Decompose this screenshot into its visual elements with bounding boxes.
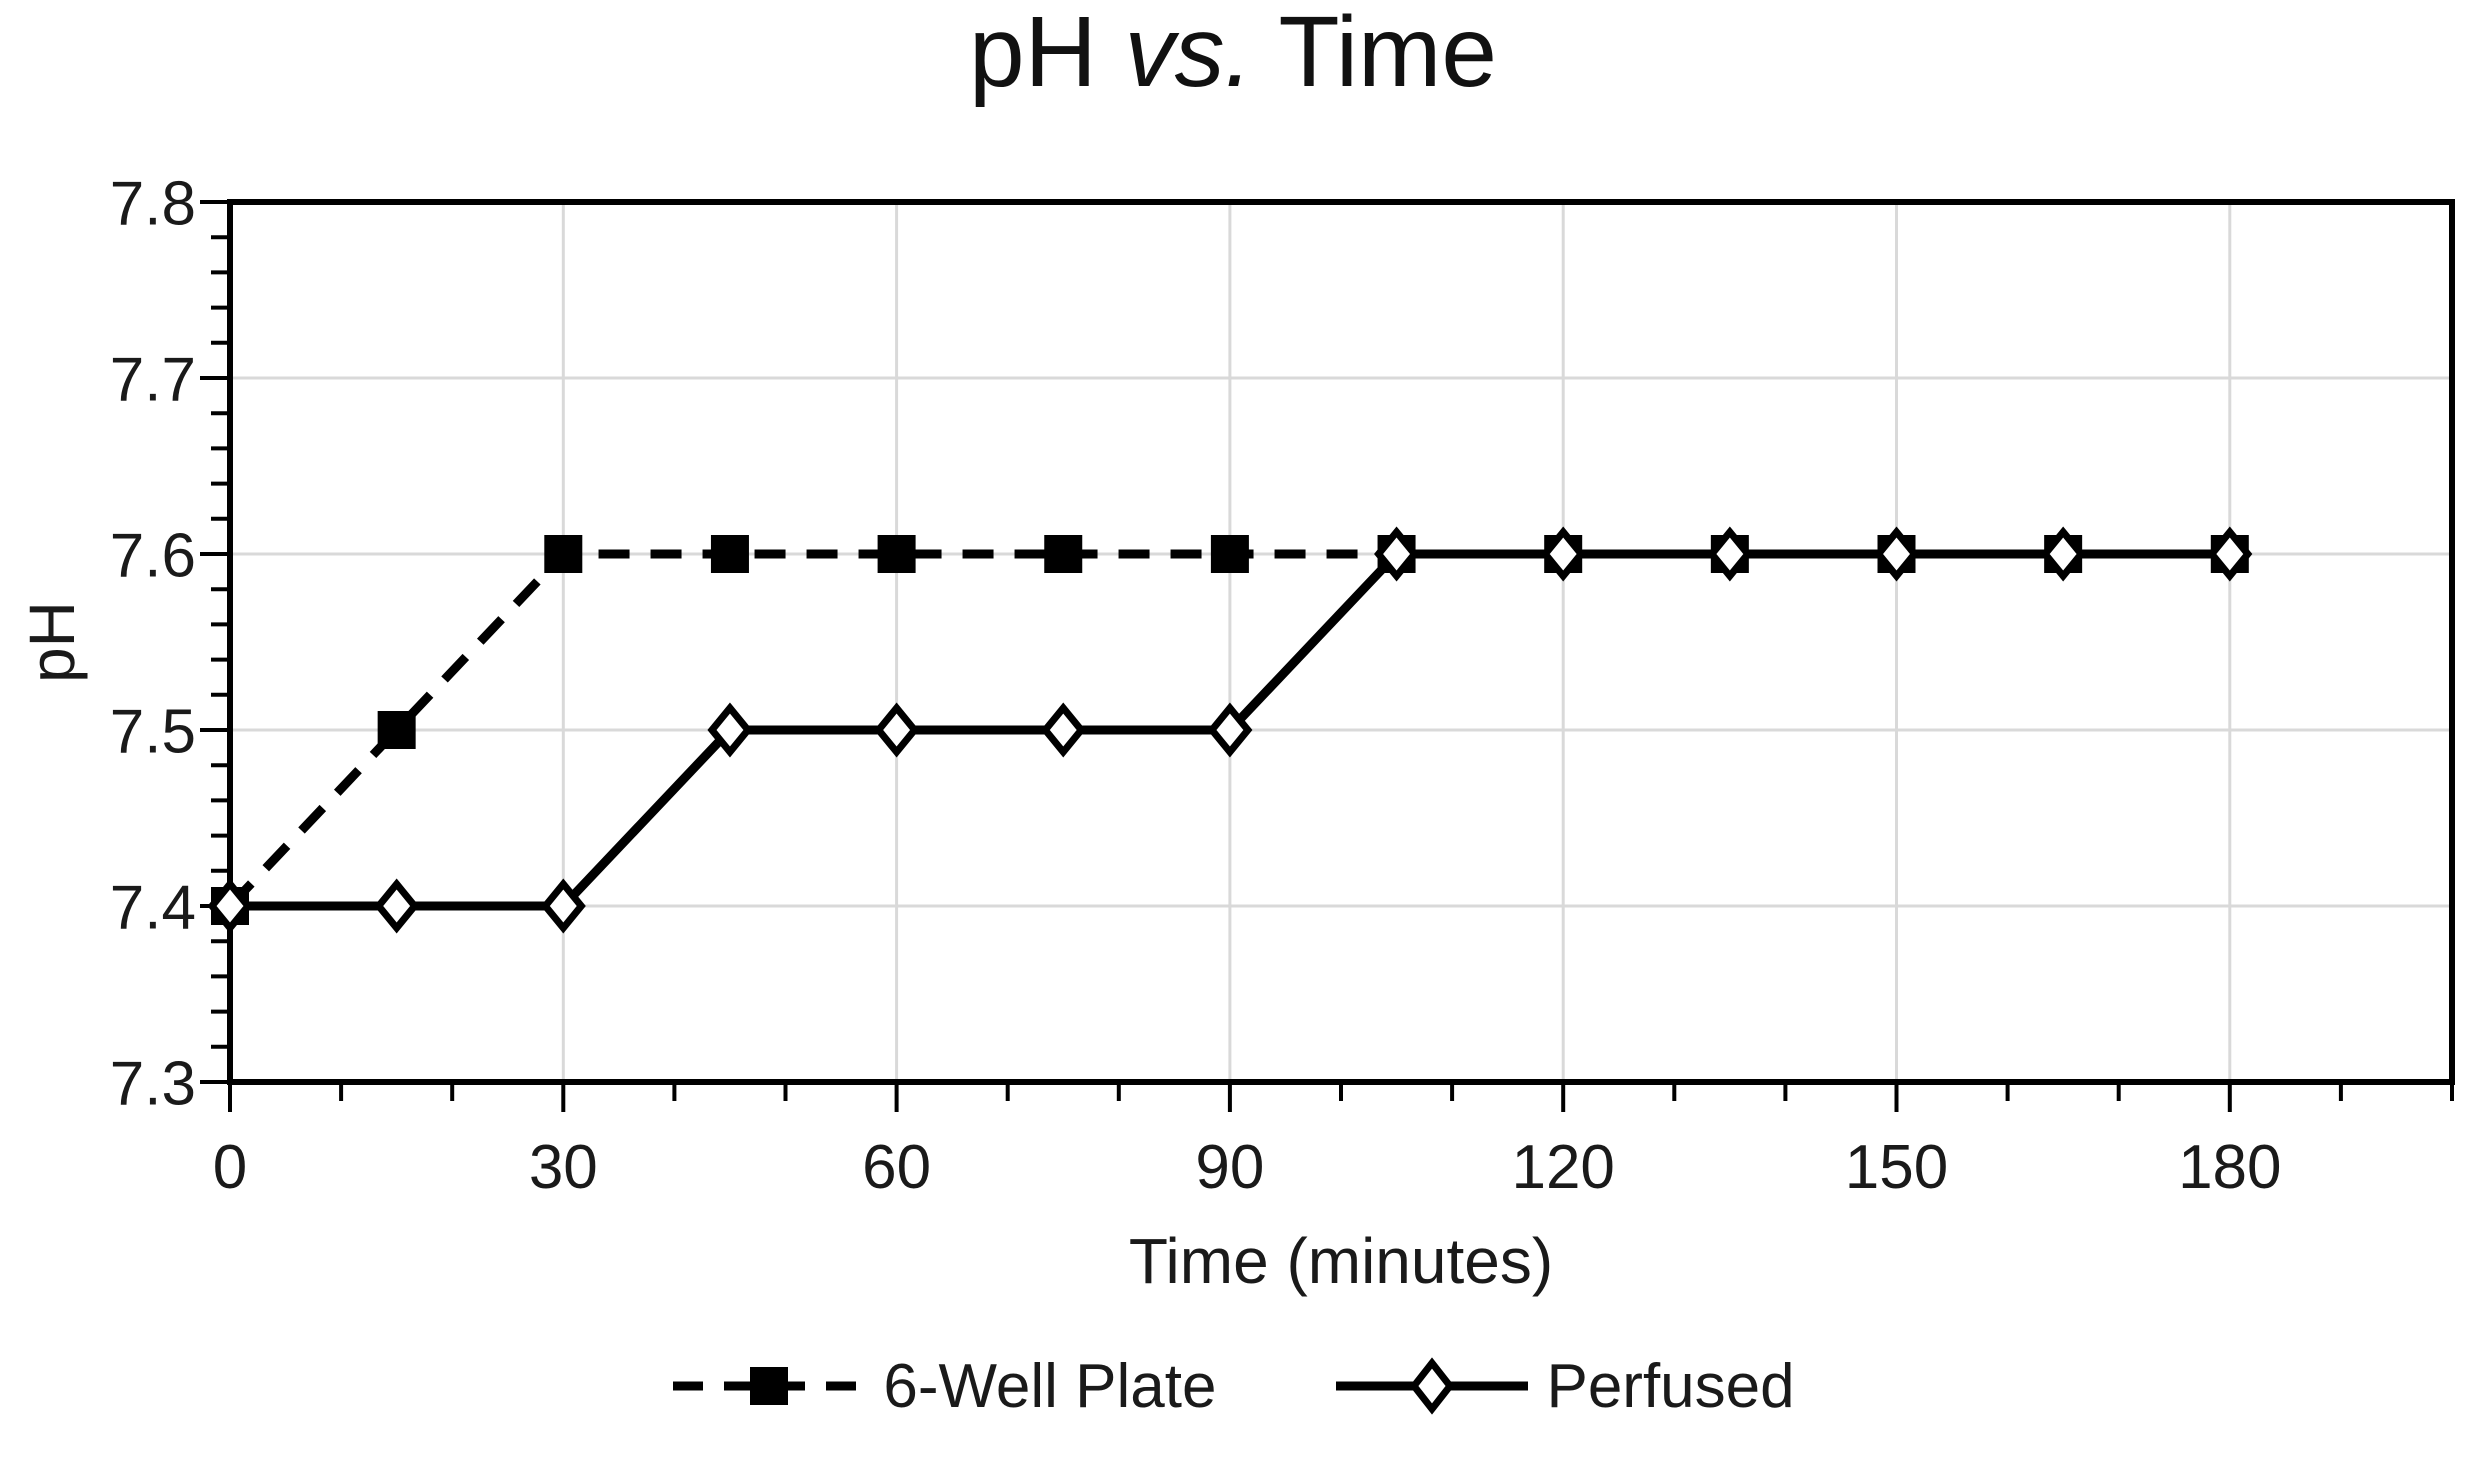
legend-item-perfused: Perfused	[1334, 1350, 1795, 1422]
chart-title: pH vs. Time	[0, 0, 2466, 105]
y-tick-label: 7.8	[110, 169, 196, 238]
x-axis-title: Time (minutes)	[1128, 1225, 1554, 1297]
y-tick-label: 7.6	[110, 521, 196, 590]
x-tick-label: 90	[1195, 1133, 1264, 1202]
x-tick-label: 180	[2178, 1133, 2281, 1202]
dashed-line-filled-square-sample-icon	[673, 1367, 866, 1405]
chart-title-suffix: Time	[1252, 0, 1497, 108]
tick-labels: 7.3 7.4 7.5 7.6 7.7 7.8 0 30 60 90 120 150 180	[110, 169, 2282, 1202]
x-tick-label: 0	[213, 1133, 247, 1202]
y-tick-label: 7.7	[110, 345, 196, 414]
y-tick-label: 7.4	[110, 873, 196, 942]
y-tick-label: 7.5	[110, 697, 196, 766]
y-tick-label: 7.3	[110, 1049, 196, 1118]
x-tick-label: 120	[1511, 1133, 1614, 1202]
x-tick-label: 30	[529, 1133, 598, 1202]
series-perfused	[207, 526, 2253, 934]
axis-frame	[227, 199, 2455, 1085]
legend: 6-Well Plate Perfused	[0, 1350, 2466, 1422]
x-tick-label: 60	[862, 1133, 931, 1202]
chart-title-prefix: pH	[969, 0, 1125, 108]
gridlines	[230, 202, 2452, 1082]
chart-title-italic: vs.	[1124, 0, 1253, 108]
legend-item-6-well-plate: 6-Well Plate	[671, 1350, 1216, 1422]
axis-ticks	[200, 200, 2454, 1112]
x-tick-label: 150	[1845, 1133, 1948, 1202]
y-axis-title: pH	[16, 601, 88, 683]
legend-label-6-well-plate: 6-Well Plate	[883, 1351, 1217, 1421]
legend-label-perfused: Perfused	[1546, 1351, 1795, 1421]
solid-line-open-diamond-sample-icon	[1336, 1357, 1529, 1415]
